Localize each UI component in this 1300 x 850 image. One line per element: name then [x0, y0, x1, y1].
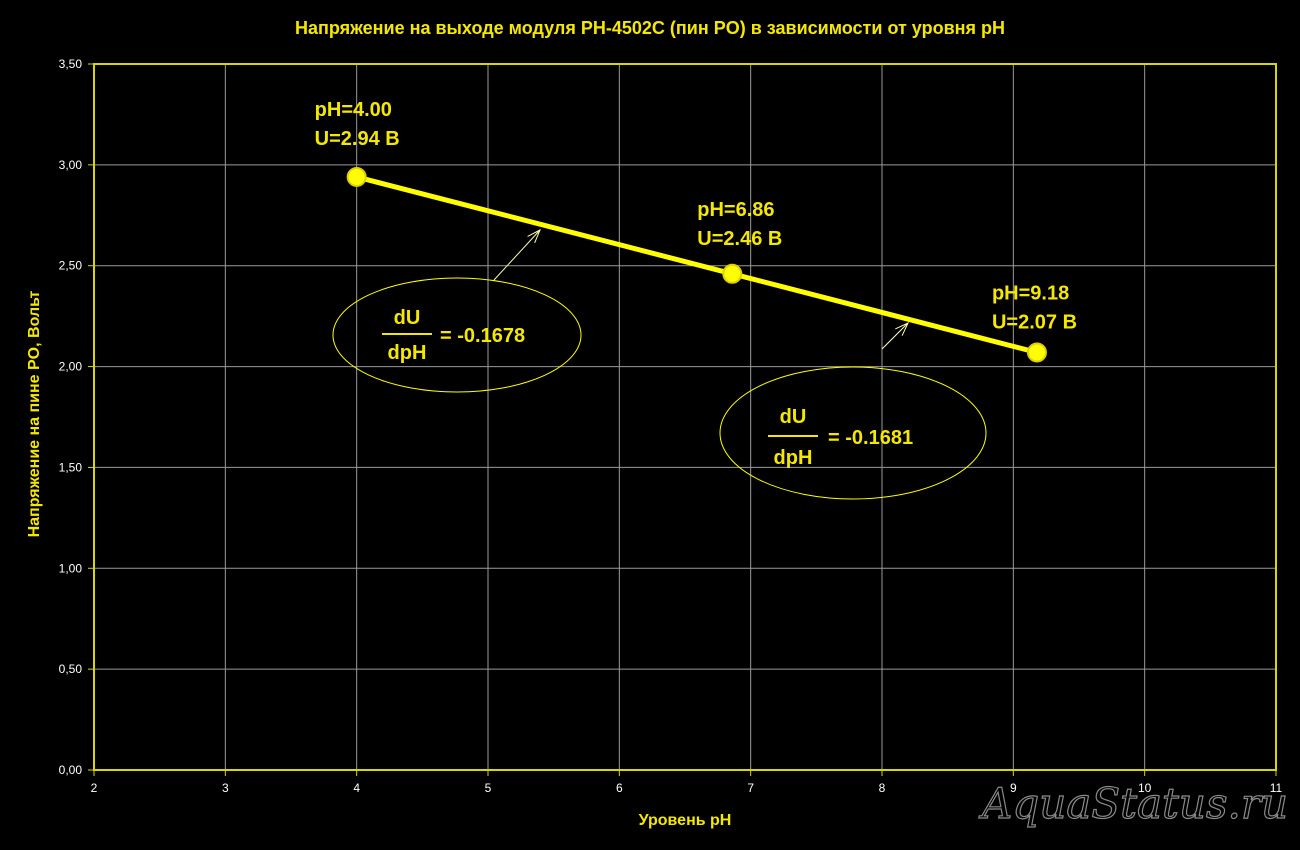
data-label: U=2.07 В: [992, 311, 1077, 333]
ticks: 2 3 4 5 6 7 8 9 10 11 0,00 0,50 1,00 1,50 2,00 2,50 3,00…: [59, 57, 1283, 795]
slope-denominator: dpH: [774, 447, 813, 469]
watermark: AquaStatus.ru: [978, 779, 1288, 828]
x-axis-title: Уровень pH: [639, 812, 732, 829]
data-label: pH=9.18: [992, 282, 1069, 304]
x-tick-label: 9: [1010, 781, 1017, 795]
data-label: pH=6.86: [697, 199, 774, 221]
x-tick-label: 3: [222, 781, 229, 795]
y-tick-label: 1,50: [59, 460, 83, 474]
slope-value: = -0.1681: [828, 427, 913, 449]
grid: [93, 63, 1277, 771]
y-axis-title: Напряжение на пине PO, Вольт: [26, 290, 43, 537]
x-tick-label: 11: [1270, 781, 1283, 795]
slope-numerator: dU: [394, 307, 421, 329]
y-tick-label: 3,00: [59, 158, 83, 172]
arrow-line: [881, 322, 909, 350]
series-line: pH=4.00 U=2.94 В pH=6.86 U=2.46 В pH=9.18 U=2…: [315, 99, 1077, 363]
slope-value: = -0.1678: [440, 325, 525, 347]
data-label: pH=4.00: [315, 99, 392, 121]
chart-title: Напряжение на выходе модуля PH-4502C (пи…: [295, 18, 1005, 38]
data-point: [722, 263, 743, 284]
x-tick-label: 2: [91, 781, 98, 795]
x-tick-label: 8: [879, 781, 886, 795]
y-tick-label: 2,00: [59, 360, 83, 374]
data-point: [1026, 342, 1047, 363]
arrow-head: [527, 228, 541, 244]
x-tick-label: 5: [485, 781, 492, 795]
annotations: dU dpH = -0.1678 dU dpH = -0.1681: [332, 228, 987, 500]
slope-numerator: dU: [780, 406, 807, 428]
y-tick-label: 1,00: [59, 561, 83, 575]
data-label: U=2.94 В: [315, 128, 400, 150]
y-tick-label: 2,50: [59, 259, 83, 273]
data-label: U=2.46 В: [697, 228, 782, 250]
x-tick-label: 6: [616, 781, 623, 795]
data-point: [346, 166, 367, 187]
slope-ellipse: [719, 366, 987, 500]
x-tick-label: 7: [747, 781, 754, 795]
y-tick-label: 0,50: [59, 662, 83, 676]
arrow-line: [493, 229, 541, 281]
x-tick-label: 10: [1138, 781, 1152, 795]
slope-denominator: dpH: [388, 342, 427, 364]
slope-ellipse: [332, 277, 582, 393]
plot-frame: [93, 63, 1277, 771]
y-tick-label: 0,00: [59, 763, 83, 777]
arrow-head: [895, 321, 910, 336]
x-tick-label: 4: [353, 781, 360, 795]
y-tick-label: 3,50: [59, 57, 83, 71]
